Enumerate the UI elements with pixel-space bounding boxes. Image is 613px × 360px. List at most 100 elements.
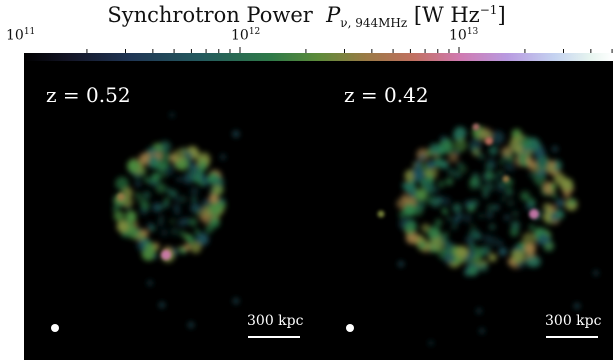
emission-blob: [512, 210, 519, 218]
emission-blob: [147, 222, 153, 229]
emission-blob: [128, 227, 140, 240]
colorbar-tick-label-1e11: 1011: [6, 27, 36, 44]
emission-blob: [442, 209, 449, 215]
emission-blob: [116, 220, 129, 233]
emission-blob: [188, 322, 194, 328]
emission-blob: [145, 178, 150, 183]
beam-marker-right: [346, 324, 354, 332]
emission-blob: [418, 241, 426, 249]
emission-blob: [441, 196, 451, 207]
emission-blob: [176, 176, 182, 183]
emission-blob: [139, 234, 147, 242]
emission-blob: [501, 197, 506, 202]
colorbar: [24, 47, 613, 63]
emission-blob: [179, 195, 187, 204]
emission-blob: [169, 190, 177, 198]
emission-blob: [507, 199, 515, 207]
emission-blob: [173, 208, 181, 216]
emission-blob: [478, 262, 489, 272]
emission-blob: [524, 202, 534, 211]
emission-blob: [452, 131, 461, 140]
emission-blob: [548, 161, 556, 168]
emission-blob: [482, 191, 489, 198]
emission-blob: [190, 174, 197, 182]
emission-blob: [501, 146, 513, 158]
scalebar-left: [248, 336, 300, 338]
colorbar-tick-label-1e13: 1013: [449, 27, 479, 44]
emission-blob: [453, 138, 468, 153]
emission-blob: [486, 203, 495, 212]
emission-blob: [496, 183, 506, 193]
emission-blob: [502, 155, 509, 162]
emission-blob: [470, 145, 477, 153]
emission-blob: [525, 156, 533, 164]
emission-blob: [456, 161, 464, 168]
emission-blob: [159, 302, 165, 308]
emission-hotspot: [529, 209, 539, 219]
redshift-label-left: z = 0.52: [46, 83, 131, 107]
emission-blob: [430, 237, 444, 251]
emission-blob: [426, 160, 436, 170]
emission-blob: [574, 303, 580, 309]
emission-blob: [163, 162, 170, 169]
emission-blob: [552, 146, 558, 152]
emission-blob: [440, 135, 448, 143]
emission-blob: [194, 228, 200, 235]
emission-blob: [446, 216, 452, 222]
emission-blob: [448, 152, 459, 163]
emission-hotspot: [117, 193, 125, 201]
emission-blob: [187, 235, 194, 242]
emission-blob: [172, 149, 186, 163]
colorbar-title-symbol: P: [326, 3, 341, 27]
emission-blob: [508, 157, 514, 163]
emission-blob: [468, 242, 476, 250]
emission-blob: [453, 170, 462, 179]
emission-blob: [404, 221, 418, 234]
emission-blob: [220, 154, 226, 160]
emission-blob: [179, 230, 186, 237]
emission-blob: [429, 341, 433, 345]
emission-blob: [447, 168, 456, 176]
emission-blob: [414, 199, 426, 211]
emission-blob: [474, 233, 481, 240]
emission-blob: [232, 130, 240, 138]
emission-blob: [138, 153, 151, 165]
emission-blob: [498, 240, 503, 246]
colorbar-title-units-exp: −1: [479, 3, 498, 17]
emission-hotspot: [485, 137, 493, 145]
relic-right: [396, 126, 599, 345]
redshift-label-right: z = 0.42: [344, 83, 429, 107]
emission-blob: [535, 156, 549, 169]
emission-blob: [443, 252, 456, 265]
emission-hotspot: [377, 210, 385, 218]
emission-blob: [503, 214, 511, 221]
emission-blob: [462, 213, 472, 223]
emission-blob: [170, 227, 179, 236]
emission-blob: [135, 180, 142, 187]
emission-blob: [528, 224, 535, 231]
beam-marker-left: [51, 324, 59, 332]
emission-blob: [209, 202, 222, 216]
emission-blob: [427, 226, 441, 240]
emission-blob: [198, 162, 208, 171]
emission-blob: [539, 234, 551, 245]
emission-blob: [522, 232, 536, 247]
relic-left: [112, 113, 240, 328]
colorbar-title-units-suffix: ]: [497, 3, 506, 27]
colorbar-title-subscript: ν, 944MHz: [340, 16, 408, 31]
emission-map: [24, 61, 613, 360]
emission-blob: [555, 198, 565, 208]
emission-blob: [489, 223, 496, 230]
emission-blob: [556, 210, 564, 218]
emission-blob: [170, 163, 176, 168]
emission-blob: [177, 218, 187, 228]
emission-blob: [160, 229, 168, 237]
emission-blob: [491, 172, 500, 181]
emission-blob: [498, 159, 505, 165]
emission-blob: [440, 160, 449, 170]
emission-blob: [170, 113, 174, 117]
emission-blob: [452, 203, 462, 213]
emission-blob: [398, 211, 406, 219]
emission-blob: [157, 204, 164, 211]
emission-blob: [426, 175, 434, 183]
